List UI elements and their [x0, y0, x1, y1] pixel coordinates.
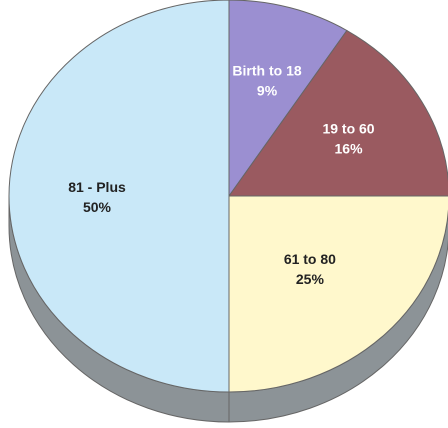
pie-label-birth-to-18: Birth to 18 9% — [232, 62, 301, 98]
pie-label-layer: Birth to 18 9% 19 to 60 16% 61 to 80 25% 81 - … — [68, 62, 375, 287]
pie-label-19-to-60: 19 to 60 16% — [322, 120, 374, 156]
pie-label-percent-birth-to-18: 9% — [257, 82, 278, 98]
pie-slice-61-to-80 — [228, 195, 448, 393]
pie-label-category-birth-to-18: Birth to 18 — [232, 62, 301, 78]
pie-label-percent-61-to-80: 25% — [296, 271, 325, 287]
pie-label-percent-19-to-60: 16% — [335, 140, 364, 156]
pie-slice-81-plus — [8, 0, 230, 393]
pie-label-category-81-plus: 81 - Plus — [68, 179, 126, 195]
pie-label-81-plus: 81 - Plus 50% — [68, 179, 126, 215]
pie-label-61-to-80: 61 to 80 25% — [284, 251, 336, 287]
pie-slice-birth-to-18 — [228, 0, 348, 198]
pie-label-percent-81-plus: 50% — [83, 199, 112, 215]
pie-label-category-61-to-80: 61 to 80 — [284, 251, 336, 267]
pie-label-category-19-to-60: 19 to 60 — [322, 120, 374, 136]
pie-top-layer — [8, 0, 448, 393]
